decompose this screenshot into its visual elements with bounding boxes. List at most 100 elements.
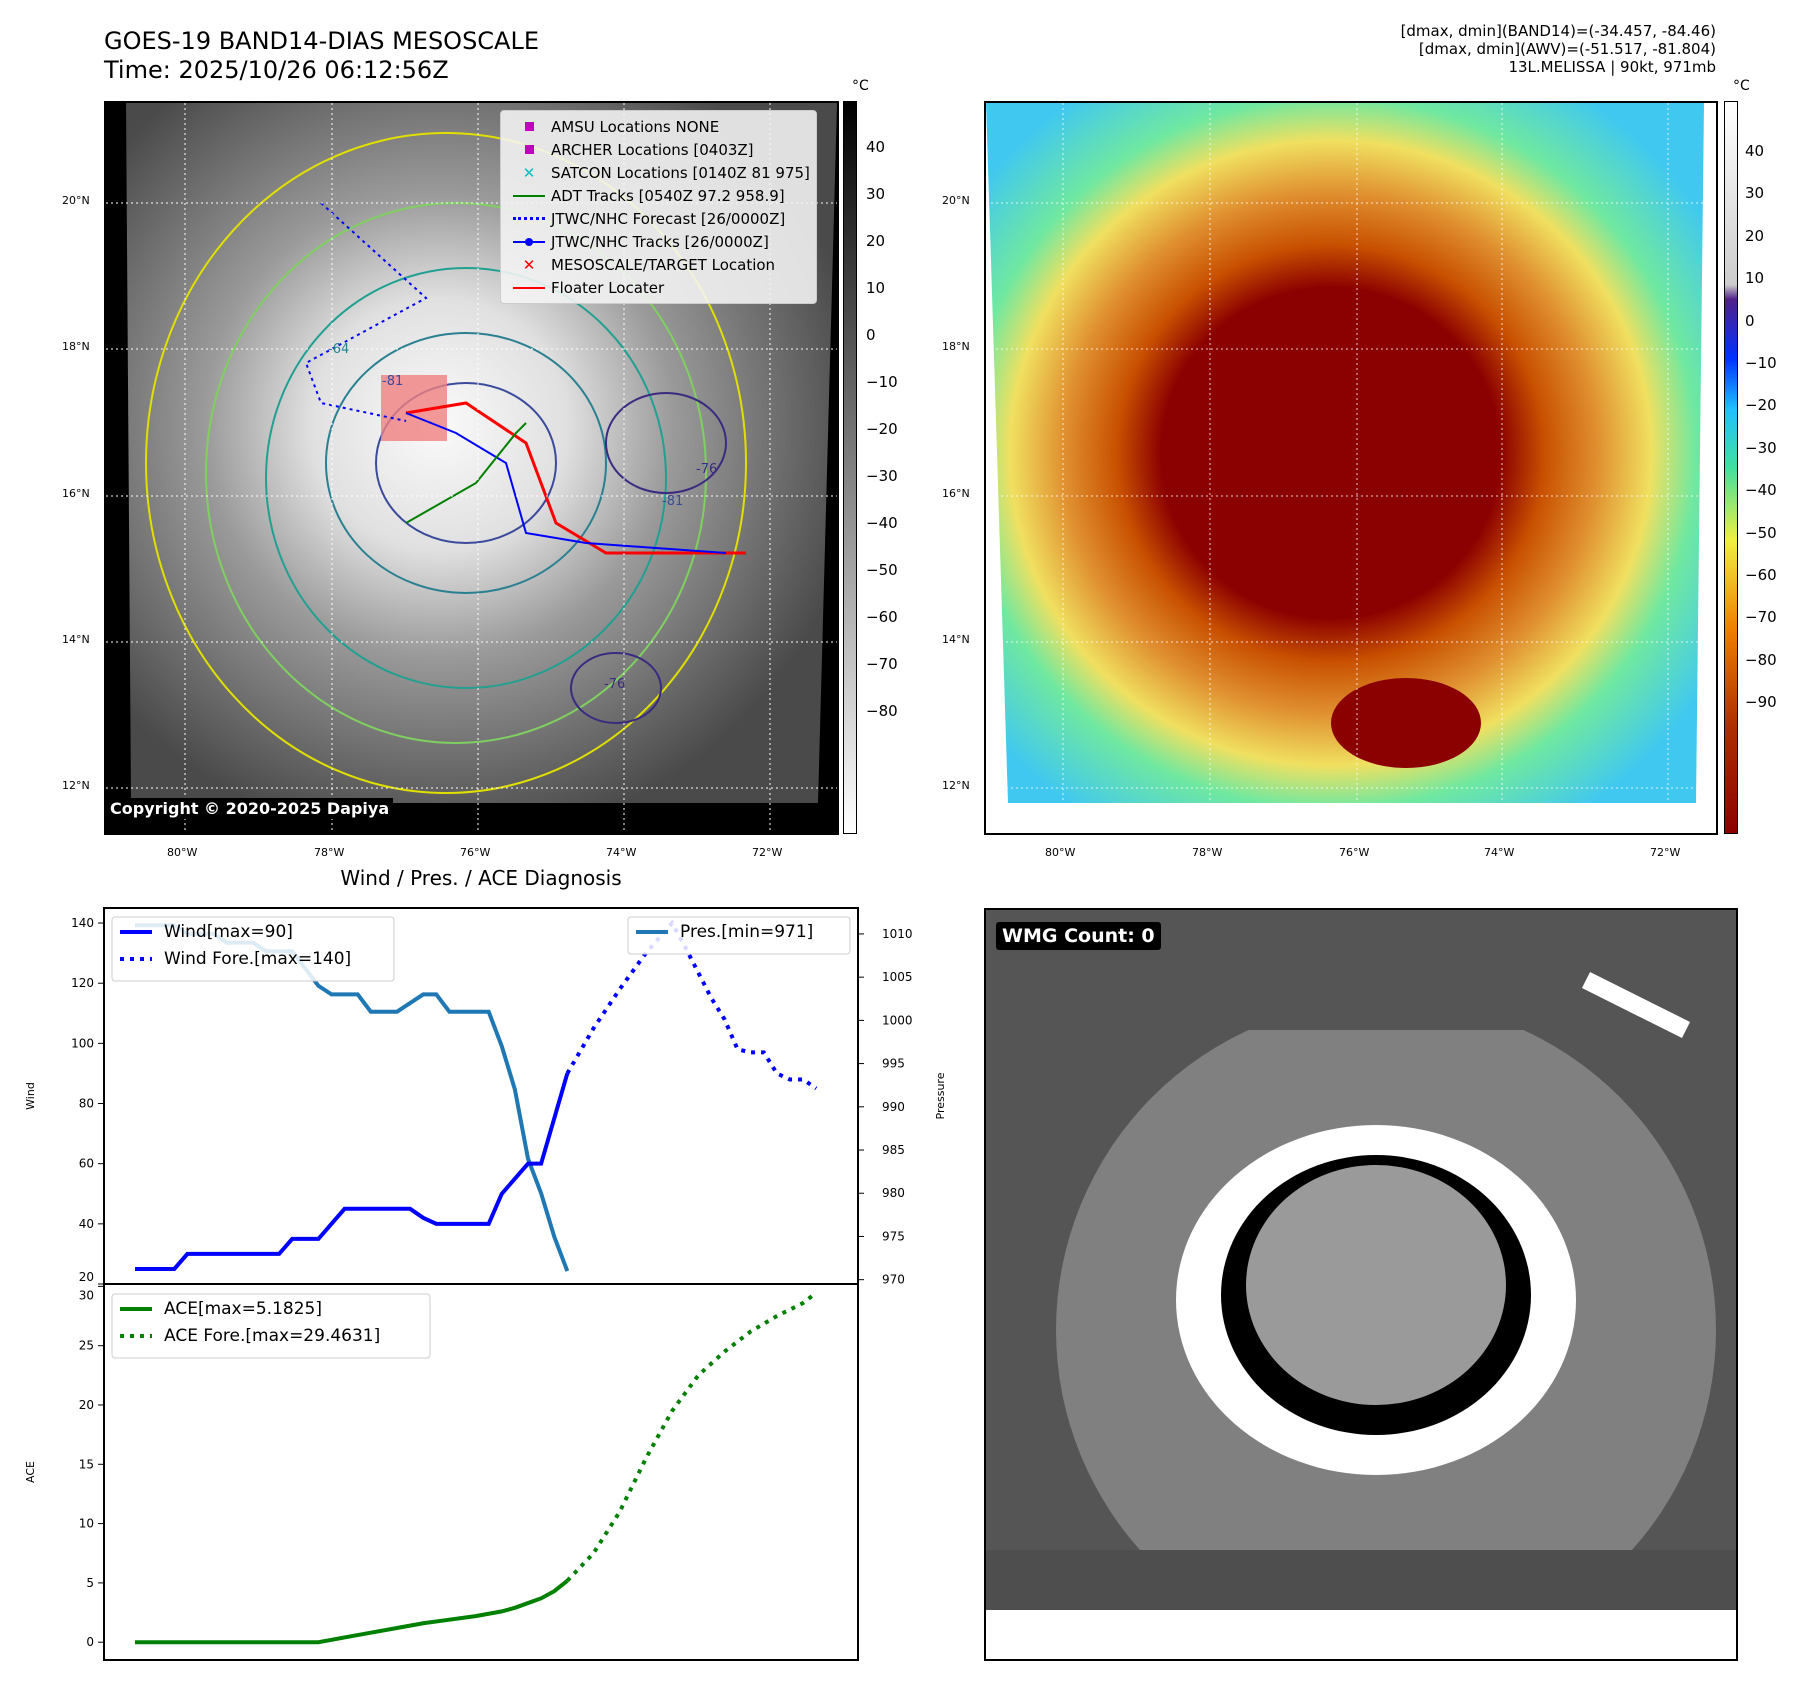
series-windline <box>135 1072 570 1271</box>
colorbar-tick: 30 <box>1745 184 1765 203</box>
y2-tick-label: 970 <box>882 1273 905 1287</box>
legend-square-icon <box>507 122 551 131</box>
y2-tick-label: 995 <box>882 1057 905 1071</box>
ir-colorbar-unit: °C <box>852 78 869 94</box>
ir-map-panel: -64 -81 -81 -76 -76 AMSU Locations NONE A… <box>104 101 839 835</box>
y-tick-label: 60 <box>79 1157 94 1171</box>
figure-title: GOES-19 BAND14-DIAS MESOSCALE <box>104 27 540 55</box>
y2-tick-label: 975 <box>882 1229 905 1243</box>
colorbar-tick: 0 <box>1745 311 1755 330</box>
legend-item: ADT Tracks [0540Z 97.2 958.9] <box>507 184 810 207</box>
colorbar-tick: −40 <box>866 514 898 532</box>
colorbar-tick: −80 <box>866 702 898 720</box>
chart-legend <box>111 916 395 982</box>
y-tick-label: 100 <box>71 1036 94 1050</box>
y-axis-label: ACE <box>24 1461 37 1483</box>
lon-tick: 76°W <box>460 846 491 859</box>
contour-label: -76 <box>696 462 717 477</box>
colorbar-tick: −50 <box>866 561 898 579</box>
awv-map-image <box>986 103 1716 833</box>
legend-label: MESOSCALE/TARGET Location <box>551 255 776 274</box>
colorbar-tick: −80 <box>1745 650 1777 669</box>
lon-tick: 76°W <box>1339 846 1370 859</box>
y-tick-label: 140 <box>71 916 94 930</box>
colorbar-tick: −70 <box>1745 608 1777 627</box>
legend-label: AMSU Locations NONE <box>551 117 720 136</box>
y-tick-label: 15 <box>79 1457 94 1471</box>
chart-legend-label: Wind Fore.[max=140] <box>164 949 351 969</box>
lat-tick: 20°N <box>62 194 90 207</box>
wmg-image <box>986 910 1736 1659</box>
chart-legend-label: Wind[max=90] <box>164 922 293 942</box>
legend-line-icon <box>507 286 551 289</box>
colorbar-tick: −10 <box>866 373 898 391</box>
lon-tick: 78°W <box>1192 846 1223 859</box>
colorbar-tick: 0 <box>866 326 876 344</box>
contour-label: -81 <box>662 494 683 509</box>
lat-tick: 12°N <box>942 779 970 792</box>
legend-item: JTWC/NHC Tracks [26/0000Z] <box>507 230 810 253</box>
colorbar-tick: 10 <box>866 279 886 297</box>
series-ace-fore-line <box>565 1291 818 1583</box>
legend-label: Floater Locater <box>551 278 665 297</box>
lat-tick: 18°N <box>942 340 970 353</box>
info-line: [dmax, dmin](AWV)=(-51.517, -81.804) <box>1418 40 1716 58</box>
chart-legend-label: ACE[max=5.1825] <box>164 1299 322 1319</box>
legend-label: JTWC/NHC Tracks [26/0000Z] <box>551 232 769 251</box>
chart-legend <box>111 1293 431 1359</box>
y-tick-label: 0 <box>86 1635 94 1649</box>
legend-item: JTWC/NHC Forecast [26/0000Z] <box>507 207 810 230</box>
y2-tick-label: 985 <box>882 1143 905 1157</box>
wmg-panel: WMG Count: 0 <box>984 908 1738 1661</box>
info-line: [dmax, dmin](BAND14)=(-34.457, -84.46) <box>1400 22 1716 40</box>
colorbar-tick: −30 <box>866 467 898 485</box>
colorbar-tick: −50 <box>1745 523 1777 542</box>
y-tick-label: 5 <box>86 1576 94 1590</box>
lat-tick: 20°N <box>942 194 970 207</box>
legend-label: ARCHER Locations [0403Z] <box>551 140 754 159</box>
series-aceline <box>135 1579 569 1645</box>
awv-colorbar-unit: °C <box>1733 78 1750 94</box>
y-tick-label: 30 <box>79 1288 94 1302</box>
y-axis-label: Wind <box>24 1082 37 1110</box>
colorbar-tick: −60 <box>1745 566 1777 584</box>
legend-item: Floater Locater <box>507 276 810 299</box>
chart-legend <box>627 916 851 955</box>
y2-tick-label: 1005 <box>882 970 913 984</box>
legend-x-icon: ✕ <box>522 255 536 274</box>
lon-tick: 74°W <box>606 846 637 859</box>
awv-map-panel <box>984 101 1718 835</box>
lon-tick: 72°W <box>752 846 783 859</box>
lon-tick: 80°W <box>167 846 198 859</box>
awv-colorbar <box>1724 101 1738 834</box>
colorbar-tick: 20 <box>1745 226 1765 245</box>
map-legend: AMSU Locations NONE ARCHER Locations [040… <box>500 110 817 304</box>
legend-line-icon <box>507 194 551 197</box>
y-tick-label: 10 <box>79 1517 94 1531</box>
y-tick-label: 80 <box>79 1097 94 1111</box>
series-wind-fore-line <box>565 919 818 1091</box>
colorbar-tick: −20 <box>866 420 898 438</box>
info-line: 13L.MELISSA | 90kt, 971mb <box>1508 58 1716 76</box>
lat-tick: 14°N <box>942 633 970 646</box>
y2-tick-label: 990 <box>882 1100 905 1114</box>
colorbar-tick: −60 <box>866 608 898 626</box>
legend-square-icon <box>507 145 551 154</box>
y-tick-label: 20 <box>79 1270 94 1284</box>
contour-label: -64 <box>328 342 349 357</box>
chart-legend-label: ACE Fore.[max=29.4631] <box>164 1326 380 1346</box>
contour-label: -81 <box>382 374 403 389</box>
chart-legend-label: Pres.[min=971] <box>680 922 813 942</box>
lat-tick: 16°N <box>942 487 970 500</box>
colorbar-tick: −20 <box>1745 396 1777 415</box>
lon-tick: 78°W <box>314 846 345 859</box>
chart-axes <box>103 1283 859 1661</box>
legend-line-dot-icon <box>507 237 551 246</box>
wmg-count-label: WMG Count: 0 <box>996 922 1161 950</box>
y-tick-label: 25 <box>79 1339 94 1353</box>
y2-tick-label: 980 <box>882 1186 905 1200</box>
colorbar-tick: −40 <box>1745 481 1777 500</box>
contour-label: -76 <box>604 677 625 692</box>
